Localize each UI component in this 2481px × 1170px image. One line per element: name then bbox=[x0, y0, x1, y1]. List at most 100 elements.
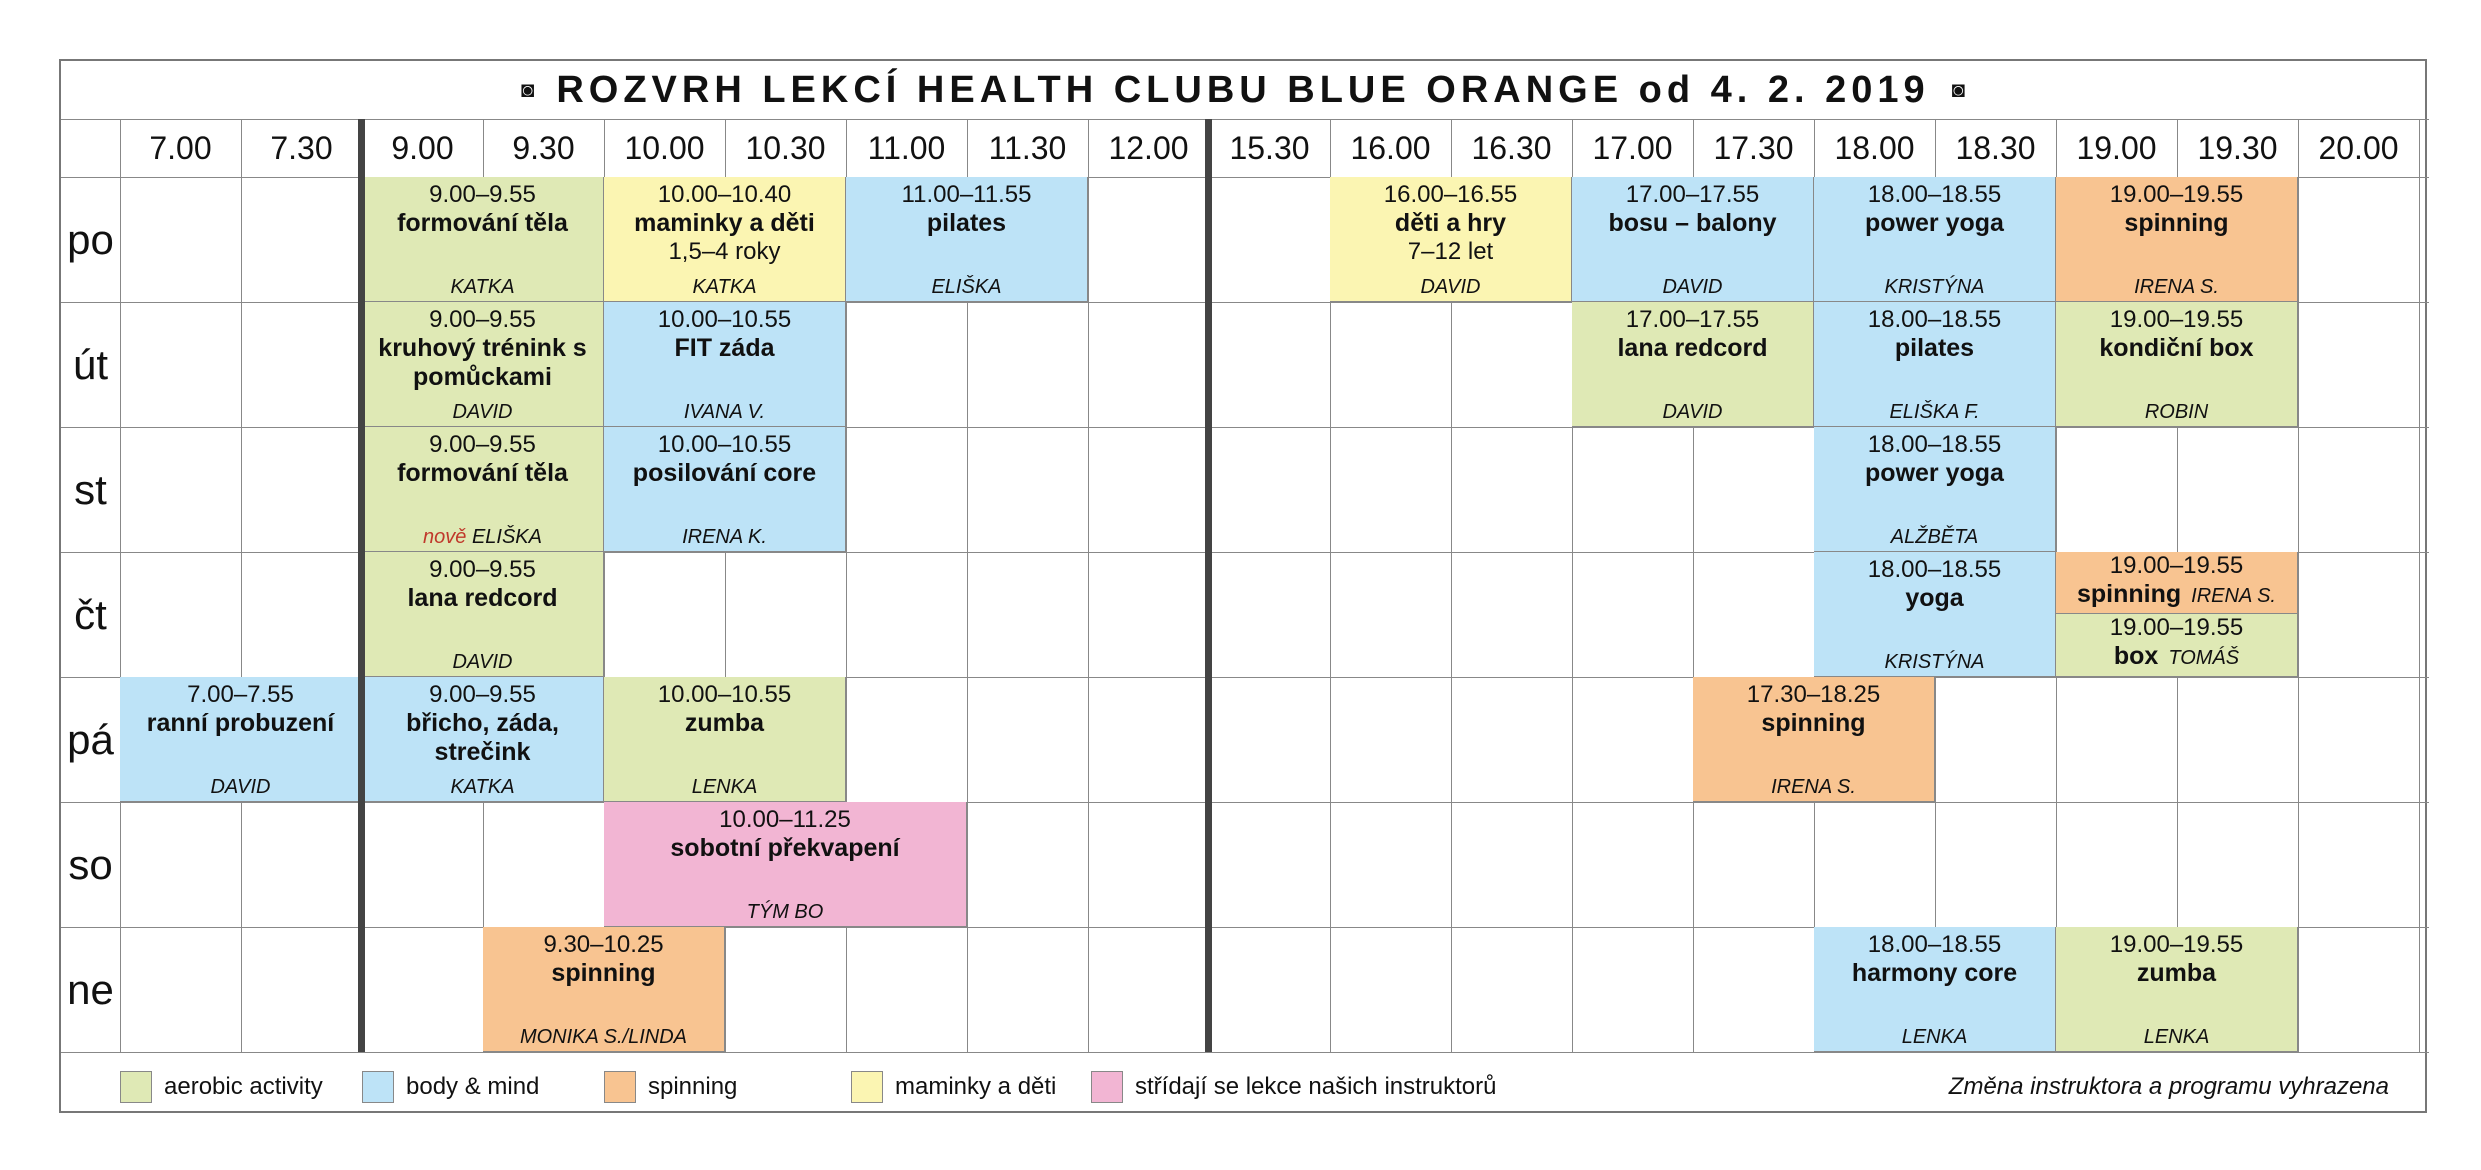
legend: Změna instruktora a programu vyhrazena a… bbox=[61, 1059, 2425, 1115]
instructor-name: KATKA bbox=[692, 276, 757, 298]
grid-line-horizontal bbox=[61, 427, 2429, 428]
day-label-so: so bbox=[68, 840, 113, 888]
legend-label: maminky a děti bbox=[895, 1073, 1057, 1100]
legend-label: body & mind bbox=[406, 1073, 540, 1100]
time-header: 12.00 bbox=[1108, 129, 1189, 166]
session-separator bbox=[1205, 119, 1212, 1052]
class-instructor: DAVID bbox=[362, 652, 603, 672]
title-text: ROZVRH LEKCÍ HEALTH CLUBU BLUE ORANGE od… bbox=[556, 68, 1930, 111]
class-block[interactable]: 9.00–9.55 formování těla nově ELIŠKA bbox=[362, 427, 604, 552]
class-name: kondiční box bbox=[2099, 334, 2254, 362]
class-age-range: 7–12 let bbox=[1407, 237, 1494, 265]
class-name: power yoga bbox=[1865, 209, 2004, 237]
class-name: břicho, záda, strečink bbox=[406, 709, 559, 766]
class-block[interactable]: 17.30–18.25 spinning IRENA S. bbox=[1693, 677, 1935, 802]
class-block[interactable]: 9.00–9.55 formování těla KATKA bbox=[362, 177, 604, 302]
instructor-name: KATKA bbox=[450, 776, 515, 798]
class-block[interactable]: 17.00–17.55 lana redcord DAVID bbox=[1572, 302, 1814, 427]
class-block[interactable]: 9.00–9.55 břicho, záda, strečink KATKA bbox=[362, 677, 604, 802]
legend-item: body & mind bbox=[362, 1071, 539, 1103]
instructor-name: IRENA S. bbox=[1771, 776, 1856, 798]
legend-swatch bbox=[1091, 1071, 1123, 1103]
grid-line-vertical bbox=[120, 119, 121, 1052]
schedule-sheet: ◙ ROZVRH LEKCÍ HEALTH CLUBU BLUE ORANGE … bbox=[59, 59, 2429, 1115]
class-instructor: DAVID bbox=[1572, 402, 1813, 422]
grid-line-vertical bbox=[1088, 119, 1089, 1052]
time-header: 16.00 bbox=[1350, 129, 1431, 166]
instructor-name: ROBIN bbox=[2144, 401, 2209, 423]
class-name: yoga bbox=[1905, 584, 1964, 612]
class-block[interactable]: 19.00–19.55 zumba LENKA bbox=[2056, 927, 2298, 1052]
instructor-name: IVANA V. bbox=[683, 401, 766, 423]
class-time: 7.00–7.55 bbox=[187, 681, 294, 708]
class-block[interactable]: 18.00–18.55 power yoga ALŽBĚTA bbox=[1814, 427, 2056, 552]
class-block[interactable]: 19.00–19.55 kondiční box ROBIN bbox=[2056, 302, 2298, 427]
class-block[interactable]: 9.30–10.25 spinning MONIKA S./LINDA bbox=[483, 927, 725, 1052]
class-block[interactable]: 19.00–19.55 box TOMÁŠ bbox=[2056, 614, 2298, 677]
grid-line-vertical bbox=[725, 119, 726, 1052]
class-instructor: DAVID bbox=[120, 777, 361, 797]
class-instructor: IRENA K. bbox=[604, 527, 845, 547]
class-time: 19.00–19.55 bbox=[2109, 306, 2244, 333]
class-time: 9.00–9.55 bbox=[429, 681, 536, 708]
class-block[interactable]: 19.00–19.55 spinning IRENA S. bbox=[2056, 177, 2298, 302]
class-block[interactable]: 10.00–10.55 posilování core IRENA K. bbox=[604, 427, 846, 552]
class-block[interactable]: 18.00–18.55 harmony core LENKA bbox=[1814, 927, 2056, 1052]
legend-item: maminky a děti bbox=[851, 1071, 1056, 1103]
class-block[interactable]: 10.00–10.55 FIT záda IVANA V. bbox=[604, 302, 846, 427]
class-name-row: box TOMÁŠ bbox=[2056, 642, 2297, 671]
legend-label: střídají se lekce našich instruktorů bbox=[1135, 1073, 1497, 1100]
day-label-st: st bbox=[74, 465, 107, 513]
time-header: 9.00 bbox=[391, 129, 454, 166]
class-time: 11.00–11.55 bbox=[901, 181, 1032, 208]
class-block[interactable]: 10.00–10.40 maminky a děti 1,5–4 roky KATKA bbox=[604, 177, 846, 302]
class-time: 9.00–9.55 bbox=[429, 306, 536, 333]
day-label-ne: ne bbox=[67, 965, 114, 1013]
class-block[interactable]: 7.00–7.55 ranní probuzení DAVID bbox=[120, 677, 362, 802]
day-label-čt: čt bbox=[74, 590, 107, 638]
class-instructor: IRENA S. bbox=[2056, 277, 2297, 297]
instructor-name: IRENA S. bbox=[2134, 276, 2219, 298]
class-name: spinning bbox=[2124, 209, 2229, 237]
class-name: děti a hry bbox=[1394, 209, 1507, 237]
class-instructor: ELIŠKA F. bbox=[1814, 402, 2055, 422]
class-block[interactable]: 9.00–9.55 lana redcord DAVID bbox=[362, 552, 604, 677]
grid-line-vertical bbox=[604, 119, 605, 1052]
class-time: 10.00–10.55 bbox=[657, 681, 792, 708]
class-instructor: KRISTÝNA bbox=[1814, 652, 2055, 672]
class-instructor: KATKA bbox=[604, 277, 845, 297]
legend-item: spinning bbox=[604, 1071, 737, 1103]
class-block[interactable]: 10.00–11.25 sobotní překvapení TÝM BO bbox=[604, 802, 967, 927]
time-header: 11.30 bbox=[988, 129, 1067, 166]
class-block[interactable]: 17.00–17.55 bosu – balony DAVID bbox=[1572, 177, 1814, 302]
class-name: lana redcord bbox=[1617, 334, 1768, 362]
class-block[interactable]: 18.00–18.55 yoga KRISTÝNA bbox=[1814, 552, 2056, 677]
class-time: 18.00–18.55 bbox=[1867, 306, 2002, 333]
class-name: formování těla bbox=[397, 459, 568, 487]
class-instructor: KRISTÝNA bbox=[1814, 277, 2055, 297]
instructor-name: DAVID bbox=[1662, 276, 1723, 298]
legend-swatch bbox=[120, 1071, 152, 1103]
class-block[interactable]: 11.00–11.55 pilates ELIŠKA bbox=[846, 177, 1088, 302]
class-block[interactable]: 18.00–18.55 power yoga KRISTÝNA bbox=[1814, 177, 2056, 302]
class-name: FIT záda bbox=[674, 334, 775, 362]
class-name: sobotní překvapení bbox=[670, 834, 900, 862]
class-block[interactable]: 9.00–9.55 kruhový trénink s pomůckami DAVI… bbox=[362, 302, 604, 427]
instructor-name: LENKA bbox=[691, 776, 758, 798]
time-header: 10.00 bbox=[624, 129, 705, 166]
ornament-right-icon: ◙ bbox=[1951, 77, 1965, 102]
class-name: zumba bbox=[684, 709, 765, 737]
class-name: pilates bbox=[926, 209, 1007, 237]
class-block[interactable]: 19.00–19.55 spinning IRENA S. bbox=[2056, 552, 2298, 614]
class-instructor: DAVID bbox=[1330, 277, 1571, 297]
class-instructor: nově ELIŠKA bbox=[362, 527, 603, 547]
class-name: kruhový trénink s pomůckami bbox=[378, 334, 587, 391]
class-block[interactable]: 16.00–16.55 děti a hry 7–12 let DAVID bbox=[1330, 177, 1572, 302]
grid-line-vertical bbox=[2298, 119, 2299, 1052]
class-name: spinning bbox=[1761, 709, 1866, 737]
time-header: 15.30 bbox=[1229, 129, 1310, 166]
class-block[interactable]: 10.00–10.55 zumba LENKA bbox=[604, 677, 846, 802]
class-block[interactable]: 18.00–18.55 pilates ELIŠKA F. bbox=[1814, 302, 2056, 427]
grid-line-horizontal bbox=[61, 177, 2429, 178]
class-instructor: TÝM BO bbox=[604, 902, 966, 922]
